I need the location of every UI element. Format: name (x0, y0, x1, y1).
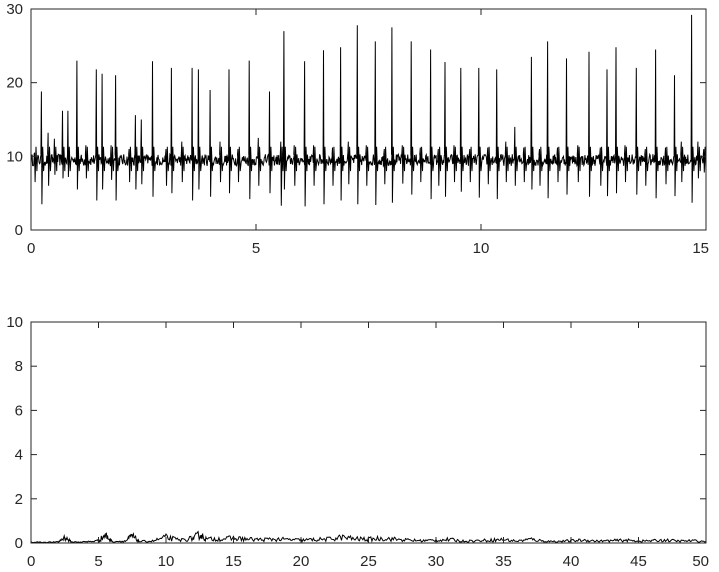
axes-box (30, 321, 707, 544)
x-tick-label: 0 (27, 553, 35, 570)
x-tick-label: 30 (428, 553, 445, 570)
y-tick-label: 6 (15, 402, 23, 419)
x-tick-label: 35 (495, 553, 512, 570)
y-tick-label: 0 (15, 535, 23, 552)
x-tick-label: 40 (563, 553, 580, 570)
x-tick-label: 45 (630, 553, 647, 570)
top-signal-chart: 0 5 10 15 0 10 20 30 (6, 1, 709, 257)
x-tick-label: 5 (252, 240, 260, 257)
y-tick-label: 8 (15, 358, 23, 375)
axes-box (30, 8, 707, 231)
bottom-spectrum-chart: 0 5 10 15 20 25 30 35 40 45 50 0 2 4 6 8 10 (6, 314, 709, 570)
x-tick-label: 10 (158, 553, 175, 570)
y-tick-label: 0 (15, 222, 23, 239)
x-tick-label: 25 (360, 553, 377, 570)
x-tick-label: 15 (692, 240, 709, 257)
x-tick-label: 15 (225, 553, 242, 570)
x-tick-label: 50 (692, 553, 709, 570)
series-line (30, 14, 707, 207)
y-tick-label: 4 (15, 447, 23, 464)
x-tick-label: 20 (293, 553, 310, 570)
y-tick-label: 20 (6, 75, 23, 92)
x-tick-label: 0 (27, 240, 35, 257)
x-tick-label: 10 (473, 240, 490, 257)
y-tick-label: 2 (15, 491, 23, 508)
y-tick-label: 10 (6, 148, 23, 165)
x-tick-label: 5 (94, 553, 102, 570)
series-line (30, 530, 707, 544)
y-tick-label: 10 (6, 314, 23, 331)
y-tick-label: 30 (6, 1, 23, 18)
